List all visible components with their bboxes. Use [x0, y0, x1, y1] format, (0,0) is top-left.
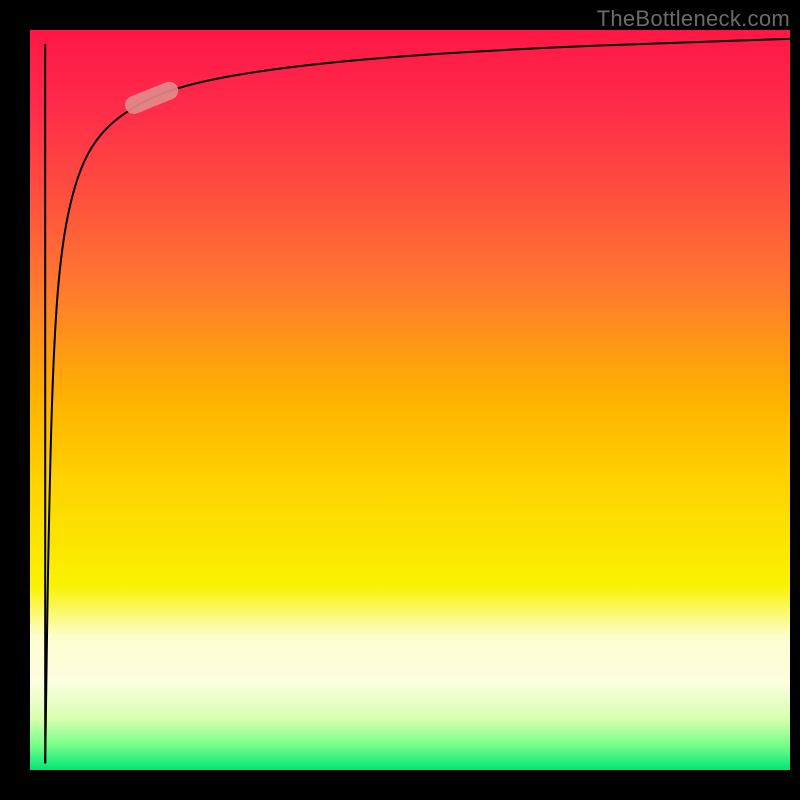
plot-area — [30, 30, 790, 770]
figure-root: TheBottleneck.com — [0, 0, 800, 800]
plot-svg — [30, 30, 790, 770]
gradient-background — [30, 30, 790, 770]
watermark-text: TheBottleneck.com — [597, 6, 790, 32]
